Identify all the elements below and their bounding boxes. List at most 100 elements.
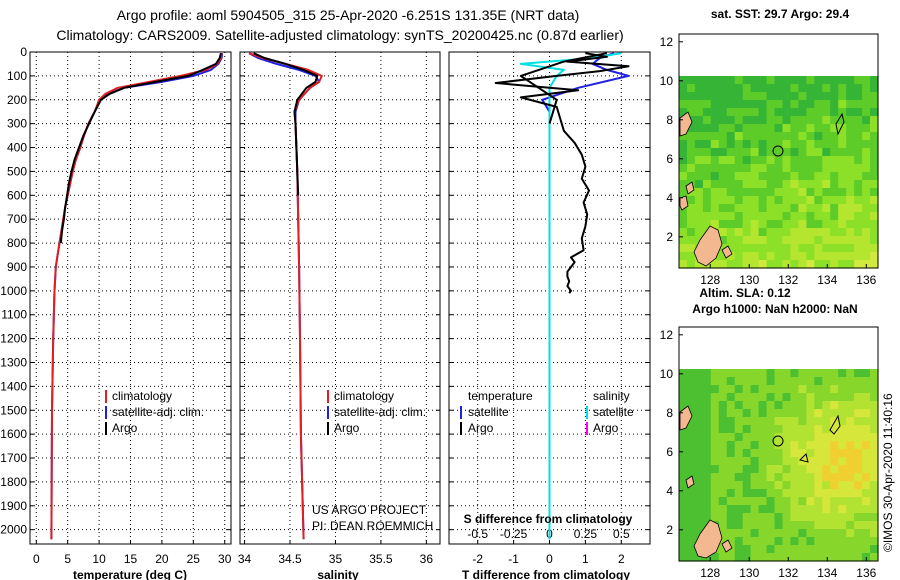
map-cell — [830, 473, 839, 482]
map-cell — [750, 529, 760, 538]
map-cell — [758, 124, 768, 133]
map-cell — [774, 393, 784, 402]
map-cell — [702, 433, 712, 442]
map-cell — [694, 553, 704, 562]
map-cell — [862, 401, 871, 410]
series-line-argo — [253, 52, 319, 196]
map-cell — [710, 457, 720, 466]
map-cell — [734, 228, 744, 237]
map-cell — [679, 481, 688, 490]
map-cell — [862, 433, 871, 442]
map-cell — [838, 449, 847, 458]
map-cell — [774, 537, 784, 546]
map-cell — [854, 473, 863, 482]
map-cell — [814, 505, 823, 514]
map-cell — [742, 148, 752, 157]
map-cell — [702, 505, 712, 514]
map-cell — [742, 545, 752, 554]
map-cell — [750, 188, 760, 197]
map-cell — [782, 188, 792, 197]
map-cell — [718, 124, 728, 133]
map-cell — [774, 513, 784, 522]
map-cell — [798, 156, 807, 165]
map-cell — [798, 180, 807, 189]
map-cell — [814, 220, 823, 229]
map-cell — [758, 84, 768, 93]
map-cell — [822, 172, 831, 181]
map-cell — [838, 385, 847, 394]
map-cell — [726, 148, 736, 157]
map-cell — [679, 385, 688, 394]
map-cell — [766, 148, 776, 157]
map-cell — [870, 84, 879, 93]
map-cell — [694, 188, 704, 197]
map-cell — [790, 401, 799, 410]
map-cell — [687, 172, 696, 181]
map-cell — [862, 393, 871, 402]
map-cell — [870, 116, 879, 125]
map-cell — [870, 417, 879, 426]
legend-label-t-satellite: satellite — [468, 405, 509, 419]
map-cell — [710, 212, 720, 221]
legend-swatch-satellite — [105, 406, 107, 419]
map-cell — [758, 449, 768, 458]
map-cell — [710, 140, 720, 149]
map-cell — [679, 212, 688, 221]
map-cell — [679, 164, 688, 173]
map-cell — [838, 260, 847, 269]
map-cell — [870, 393, 879, 402]
x-tick-label: 15 — [124, 552, 138, 566]
map-cell — [774, 409, 784, 418]
map-cell — [790, 260, 799, 269]
map-cell — [774, 172, 784, 181]
map-cell — [782, 505, 792, 514]
map-cell — [734, 132, 744, 141]
legend-swatch-satellite — [327, 406, 329, 419]
map-cell — [734, 84, 744, 93]
map-cell — [718, 465, 728, 474]
map-cell — [734, 100, 744, 109]
map-cell — [718, 545, 728, 554]
legend-swatch-climatology — [105, 390, 107, 403]
map-cell — [830, 204, 839, 213]
map-cell — [702, 148, 712, 157]
map-cell — [814, 164, 823, 173]
map-cell — [806, 204, 815, 213]
map-cell — [806, 124, 815, 133]
map-cell — [774, 553, 784, 562]
map-cell — [782, 76, 792, 85]
map-cell — [718, 228, 728, 237]
map-cell — [814, 401, 823, 410]
map-cell — [687, 529, 696, 538]
map-cell — [726, 100, 736, 109]
map-cell — [750, 449, 760, 458]
map-cell — [750, 377, 760, 386]
map-cell — [687, 212, 696, 221]
map-cell — [798, 116, 807, 125]
map-cell — [846, 228, 855, 237]
coastline-island-small — [685, 475, 695, 489]
map-cell — [726, 236, 736, 245]
map-cell — [806, 172, 815, 181]
map-cell — [838, 212, 847, 221]
map-cell — [687, 260, 696, 269]
map-cell — [814, 513, 823, 522]
map-cell — [790, 164, 799, 173]
map-cell — [822, 449, 831, 458]
map-cell — [846, 108, 855, 117]
map-cell — [798, 84, 807, 93]
map-cell — [758, 252, 768, 261]
map-cell — [790, 108, 799, 117]
map-cell — [694, 84, 704, 93]
map-cell — [750, 441, 760, 450]
map-cell — [679, 489, 688, 498]
map-cell — [718, 497, 728, 506]
map-cell — [718, 425, 728, 434]
map-cell — [814, 140, 823, 149]
map-cell — [806, 457, 815, 466]
map-cell — [862, 172, 871, 181]
map-cell — [806, 537, 815, 546]
map-cell — [870, 481, 879, 490]
map-cell — [798, 148, 807, 157]
map-cell — [830, 244, 839, 253]
